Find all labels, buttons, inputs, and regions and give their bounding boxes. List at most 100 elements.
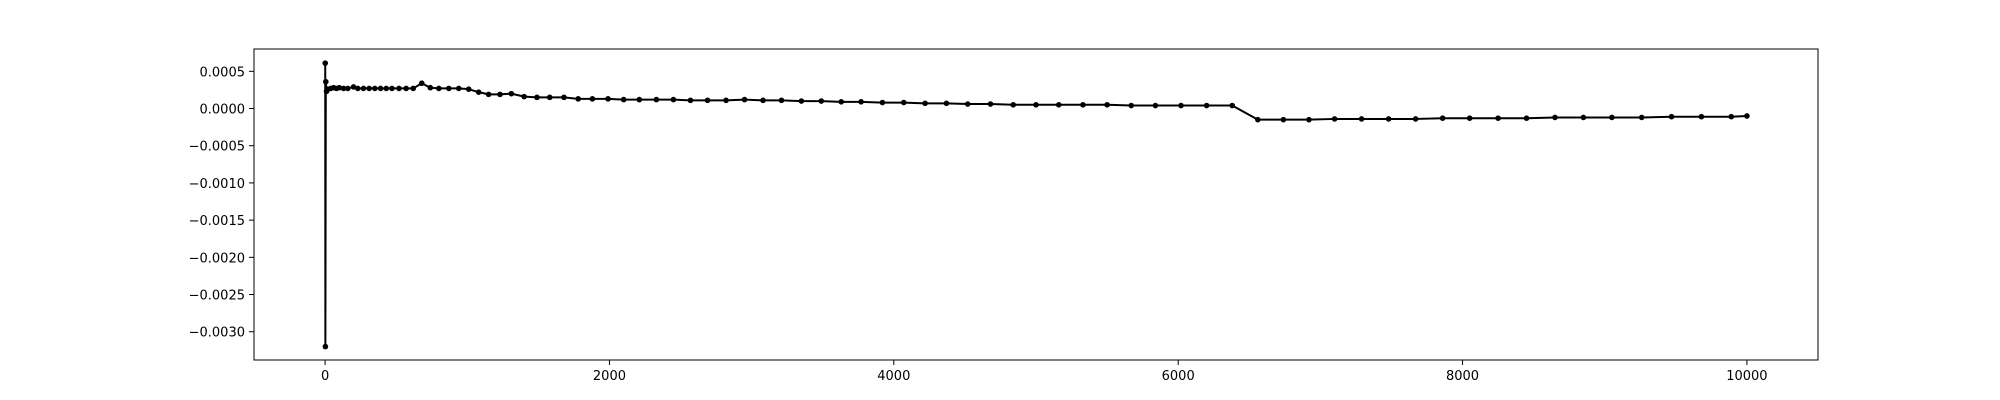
data-point bbox=[1280, 116, 1287, 123]
plot-frame bbox=[253, 48, 1819, 361]
data-point bbox=[1385, 116, 1392, 122]
data-point bbox=[987, 101, 994, 107]
data-point bbox=[879, 99, 886, 106]
data-point bbox=[1128, 102, 1135, 109]
data-point bbox=[964, 101, 971, 107]
data-point bbox=[372, 85, 378, 92]
y-tick-label: −0.0020 bbox=[189, 251, 245, 266]
data-point bbox=[1638, 114, 1645, 121]
data-point bbox=[508, 90, 515, 97]
data-point bbox=[589, 96, 596, 102]
data-point bbox=[605, 96, 611, 102]
data-point bbox=[322, 60, 329, 66]
y-tick-label: −0.0015 bbox=[189, 214, 245, 229]
data-point bbox=[670, 96, 677, 103]
x-tick-label: 2000 bbox=[593, 369, 626, 384]
data-point bbox=[1668, 113, 1675, 120]
data-line bbox=[324, 63, 1747, 348]
data-point bbox=[723, 97, 729, 104]
data-point bbox=[818, 98, 825, 104]
data-point bbox=[1010, 102, 1017, 108]
x-tick-label: 8000 bbox=[1446, 369, 1479, 384]
data-point bbox=[389, 85, 395, 92]
y-tick-label: 0.0000 bbox=[200, 103, 246, 118]
data-point bbox=[1466, 115, 1473, 121]
data-point bbox=[360, 85, 367, 92]
data-point bbox=[1412, 116, 1419, 122]
data-point bbox=[475, 89, 482, 95]
data-point bbox=[561, 94, 567, 101]
data-point bbox=[1152, 102, 1159, 109]
data-point bbox=[546, 94, 553, 101]
data-point bbox=[1495, 115, 1501, 121]
data-point bbox=[403, 85, 409, 92]
data-point bbox=[741, 96, 748, 103]
data-point bbox=[900, 99, 907, 106]
data-point bbox=[1178, 102, 1184, 109]
data-point bbox=[336, 84, 343, 91]
data-point bbox=[1055, 102, 1062, 108]
data-point bbox=[778, 97, 785, 104]
y-tick-label: −0.0025 bbox=[189, 289, 245, 304]
data-point bbox=[1552, 114, 1558, 121]
data-point bbox=[1358, 116, 1365, 122]
data-point bbox=[1698, 113, 1705, 120]
data-point bbox=[1523, 115, 1530, 121]
y-tick-label: −0.0030 bbox=[189, 326, 245, 341]
data-point bbox=[687, 97, 694, 104]
data-point bbox=[838, 99, 845, 105]
data-point bbox=[943, 100, 950, 107]
data-point bbox=[465, 86, 472, 92]
data-point bbox=[922, 100, 928, 107]
data-point bbox=[1580, 114, 1587, 121]
data-point bbox=[620, 96, 627, 103]
y-tick-label: 0.0005 bbox=[200, 65, 246, 80]
data-point bbox=[1439, 115, 1446, 121]
data-point bbox=[383, 85, 390, 92]
data-point bbox=[760, 97, 766, 104]
data-point bbox=[485, 91, 492, 98]
data-point bbox=[1033, 102, 1039, 108]
data-point bbox=[1229, 102, 1236, 109]
data-point bbox=[436, 85, 442, 92]
data-point bbox=[455, 85, 462, 92]
data-point bbox=[521, 93, 527, 100]
data-point bbox=[322, 343, 329, 350]
data-point bbox=[858, 99, 864, 105]
data-point bbox=[410, 85, 417, 92]
data-point bbox=[377, 85, 384, 92]
x-tick-label: 6000 bbox=[1162, 369, 1195, 384]
data-point bbox=[340, 85, 347, 92]
data-point bbox=[1080, 102, 1086, 108]
data-point bbox=[345, 85, 351, 92]
x-tick-label: 10000 bbox=[1726, 369, 1767, 384]
data-point bbox=[798, 98, 805, 104]
data-point bbox=[575, 96, 581, 102]
data-point bbox=[323, 78, 329, 85]
data-point bbox=[1744, 113, 1750, 119]
data-point bbox=[653, 96, 660, 103]
data-point bbox=[497, 91, 503, 98]
x-tick-label: 4000 bbox=[877, 369, 910, 384]
data-point bbox=[534, 94, 540, 101]
data-point bbox=[1331, 116, 1338, 122]
data-point bbox=[704, 97, 711, 104]
data-point bbox=[1255, 116, 1261, 123]
data-point bbox=[366, 85, 372, 92]
x-tick-label: 0 bbox=[321, 369, 329, 384]
data-point bbox=[636, 96, 643, 103]
data-point bbox=[1609, 114, 1615, 121]
y-tick-label: −0.0010 bbox=[189, 177, 245, 192]
data-point bbox=[418, 80, 425, 87]
data-point bbox=[350, 84, 357, 90]
data-point bbox=[354, 85, 361, 92]
y-tick-label: −0.0005 bbox=[189, 140, 245, 155]
data-point bbox=[1728, 113, 1735, 120]
data-point bbox=[445, 85, 452, 92]
data-point bbox=[1203, 102, 1210, 109]
data-point bbox=[427, 84, 434, 91]
data-point bbox=[1104, 102, 1110, 108]
data-point bbox=[1306, 116, 1312, 123]
